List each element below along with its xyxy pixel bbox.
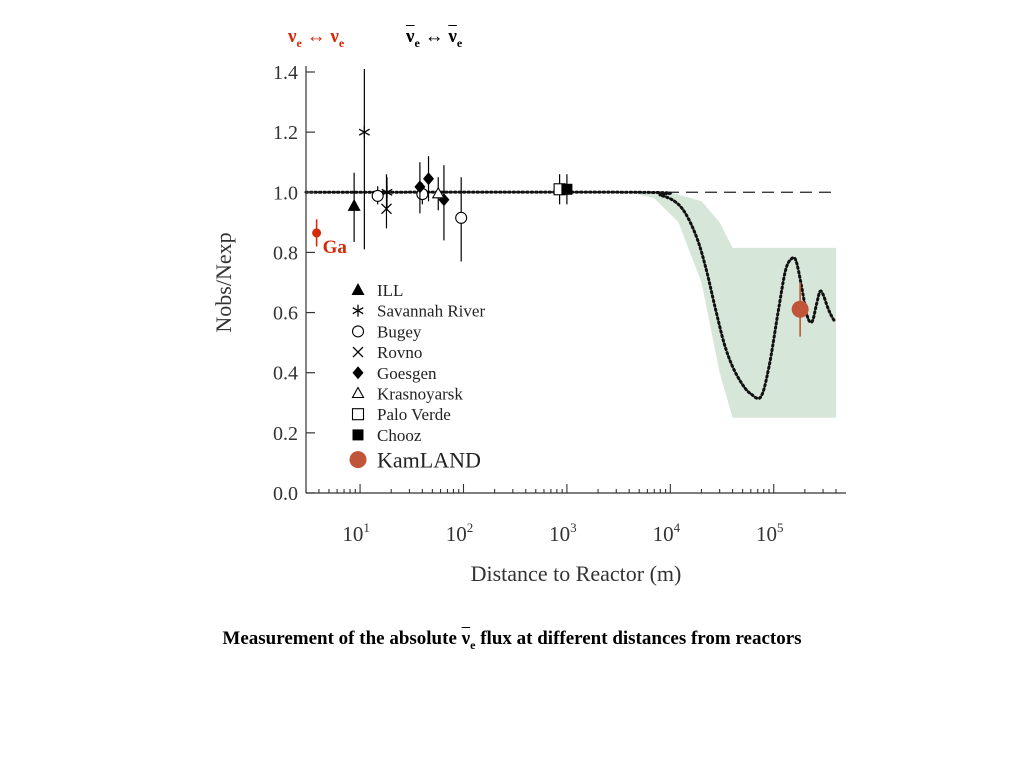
legend-marker-ill: [351, 283, 365, 295]
y-tick-label: 0.2: [273, 423, 298, 445]
bugey-point: [455, 211, 468, 224]
nue-to-nue-label: νe ↔ νe: [288, 26, 345, 50]
y-tick-label: 0.4: [273, 363, 298, 385]
legend-label-kamland: KamLAND: [377, 448, 481, 473]
bugey-point: [371, 189, 384, 202]
x-tick-label: 104: [653, 520, 681, 546]
legend-marker-goesgen: [352, 366, 364, 380]
x-tick-label: 103: [549, 520, 577, 546]
x-axis-label: Distance to Reactor (m): [471, 561, 682, 586]
y-tick-label: 1.0: [273, 182, 298, 204]
legend-marker-kamland: [349, 451, 367, 469]
y-tick-label: 0.8: [273, 242, 298, 264]
legend-label-krasnoyarsk: Krasnoyarsk: [377, 385, 463, 404]
x-tick-label: 102: [446, 520, 474, 546]
goesgen-point: [423, 172, 435, 186]
y-tick-label: 1.4: [273, 62, 298, 84]
legend-marker-palo-verde: [351, 408, 365, 421]
x-tick-label: 105: [756, 520, 784, 546]
ga-point: [312, 228, 322, 238]
uncertainty-band: [629, 192, 836, 418]
legend-label-goesgen: Goesgen: [377, 364, 437, 383]
slide-caption: Measurement of the absolute νe flux at d…: [222, 628, 802, 652]
antinue-to-antinue-label: νe ↔ νe: [406, 26, 463, 50]
oscillation-curve: [304, 190, 837, 401]
y-tick-label: 0.0: [273, 483, 298, 505]
legend-label-rovno: Rovno: [377, 343, 422, 362]
legend-label-savannah-river: Savannah River: [377, 302, 485, 321]
legend-label-palo-verde: Palo Verde: [377, 405, 451, 424]
legend-label-chooz: Chooz: [377, 426, 422, 445]
y-axis-label: Nobs/Nexp: [211, 232, 236, 332]
legend-marker-bugey: [351, 325, 365, 338]
legend-marker-krasnoyarsk: [351, 386, 365, 399]
legend-label-bugey: Bugey: [377, 322, 422, 341]
legend-marker-chooz: [352, 429, 364, 441]
savannah-river-point: [358, 126, 370, 139]
rovno-point: [381, 203, 392, 215]
ga-annotation: Ga: [323, 237, 348, 258]
legend-label-ill: ILL: [377, 281, 403, 300]
legend-marker-savannah-river: [352, 304, 364, 317]
x-tick-label: 101: [342, 520, 370, 546]
goesgen-point: [414, 180, 426, 194]
ill-point: [347, 198, 361, 211]
krasnoyarsk-point: [431, 186, 445, 199]
legend-marker-rovno: [352, 346, 364, 358]
chooz-point: [561, 183, 573, 195]
kamland-point: [791, 300, 809, 318]
y-tick-label: 1.2: [273, 122, 298, 144]
y-tick-label: 0.6: [273, 303, 298, 325]
